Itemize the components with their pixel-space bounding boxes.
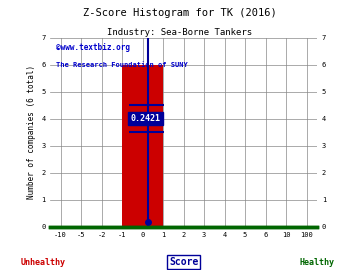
Text: Score: Score	[169, 257, 198, 267]
Y-axis label: Number of companies (6 total): Number of companies (6 total)	[27, 65, 36, 199]
Bar	[122, 65, 163, 227]
Text: Z-Score Histogram for TK (2016): Z-Score Histogram for TK (2016)	[83, 8, 277, 18]
Text: 0.2421: 0.2421	[131, 114, 161, 123]
Text: ©www.textbiz.org: ©www.textbiz.org	[56, 43, 130, 52]
Text: The Research Foundation of SUNY: The Research Foundation of SUNY	[56, 62, 188, 68]
Text: Healthy: Healthy	[299, 258, 334, 267]
Text: Industry: Sea-Borne Tankers: Industry: Sea-Borne Tankers	[107, 28, 253, 37]
Text: Unhealthy: Unhealthy	[21, 258, 66, 267]
